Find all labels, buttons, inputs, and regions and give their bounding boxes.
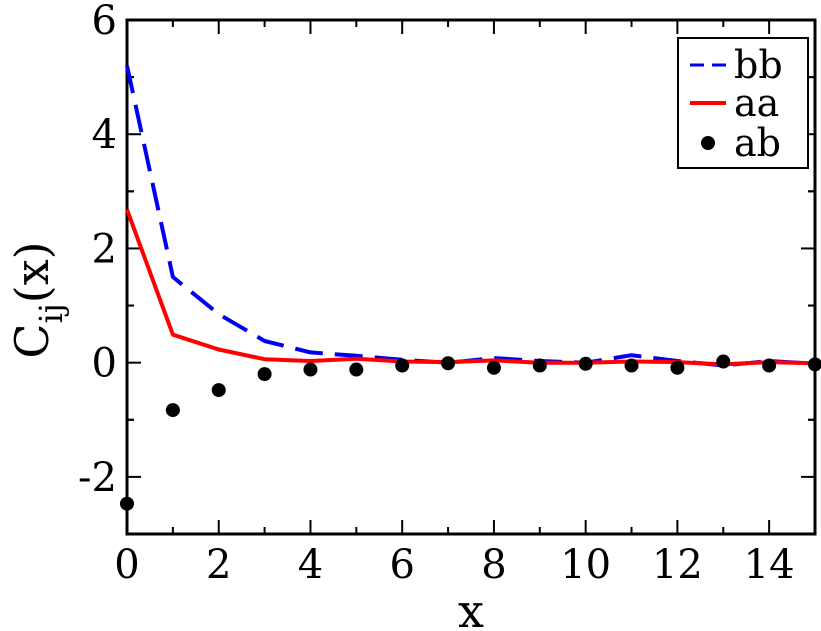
y-axis-title-tail: (x): [5, 241, 59, 303]
series-ab-point: [486, 360, 501, 375]
series-ab-point: [808, 357, 821, 372]
x-tick-label: 0: [114, 542, 139, 588]
series-ab-point: [211, 383, 226, 398]
series-ab-point: [762, 358, 777, 373]
x-tick-label: 12: [652, 542, 703, 588]
x-axis-ticks: 0 2 4 6 8 10 12 14: [114, 20, 795, 588]
x-tick-label: 4: [298, 542, 323, 588]
svg-text:Cij(x): Cij(x): [5, 241, 70, 358]
y-tick-label: -2: [78, 455, 117, 501]
series-ab-point: [303, 362, 318, 377]
legend-swatch-ab: [701, 136, 715, 150]
series-ab-point: [120, 496, 134, 511]
y-tick-label: 0: [92, 341, 117, 387]
y-tick-label: 6: [92, 0, 117, 44]
legend: bb aa ab: [677, 37, 809, 169]
x-tick-label: 14: [744, 542, 795, 588]
legend-label-aa: aa: [734, 81, 779, 125]
series-ab-point: [716, 354, 731, 369]
x-tick-label: 10: [560, 542, 611, 588]
x-tick-label: 8: [481, 542, 506, 588]
series-ab-point: [532, 358, 547, 373]
y-axis-title-main: C: [5, 323, 59, 358]
y-axis-title-sub: ij: [32, 303, 70, 323]
x-axis-title: x: [458, 584, 484, 631]
y-tick-label: 2: [92, 226, 117, 272]
series-ab-point: [578, 356, 593, 371]
series-aa-line: [125, 208, 816, 367]
series-ab-point: [257, 367, 272, 382]
x-tick-label: 2: [206, 542, 231, 588]
series-ab-point: [349, 362, 364, 377]
y-tick-label: 4: [92, 112, 117, 158]
y-axis-ticks: -2 0 2 4 6: [78, 0, 815, 501]
legend-label-bb: bb: [734, 43, 783, 87]
legend-label-ab: ab: [734, 121, 781, 165]
series-ab-point: [395, 358, 410, 373]
series-ab-point: [624, 358, 639, 373]
series-ab-point: [441, 356, 456, 371]
series-ab-point: [165, 403, 180, 418]
x-tick-label: 6: [389, 542, 414, 588]
y-axis-title: Cij(x): [5, 241, 70, 358]
plot-frame: [125, 18, 817, 536]
series-ab-point: [670, 360, 685, 375]
series-layer: [120, 65, 821, 511]
